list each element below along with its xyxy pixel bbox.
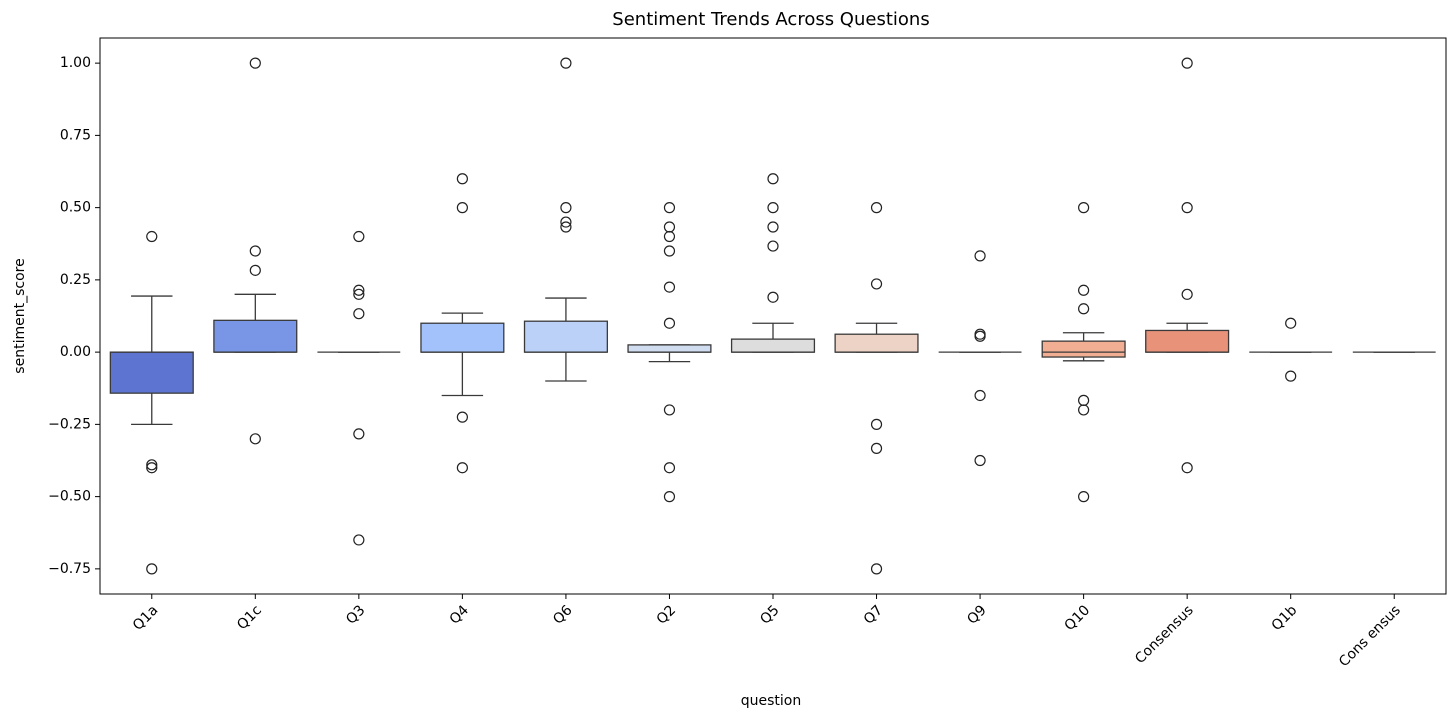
outlier	[870, 442, 883, 454]
outlier	[456, 411, 468, 423]
x-axis-label: question	[741, 693, 801, 709]
outlier	[353, 288, 365, 300]
plot-frame	[99, 37, 1447, 595]
outlier	[663, 245, 676, 257]
x-tick-label: Cons ensus	[1336, 602, 1404, 670]
y-tick-label: 0.75	[60, 127, 91, 143]
outlier	[1078, 202, 1090, 214]
box	[523, 320, 608, 353]
outlier	[1078, 491, 1090, 503]
outlier	[353, 284, 365, 296]
x-tick-label: Q4	[447, 602, 472, 627]
outlier	[1285, 317, 1297, 329]
outlier	[974, 250, 986, 262]
x-tick-label: Q7	[861, 602, 886, 627]
y-axis-label: sentiment_score	[12, 258, 28, 373]
box	[730, 338, 816, 353]
outlier	[767, 221, 779, 233]
outlier	[663, 281, 676, 293]
outlier	[974, 389, 986, 402]
box	[109, 351, 194, 394]
outlier	[663, 404, 676, 416]
y-tick-label: 1.00	[60, 55, 91, 71]
outlier	[1181, 288, 1193, 300]
outlier	[146, 563, 158, 575]
outlier	[663, 317, 676, 329]
outlier	[249, 245, 261, 257]
outlier	[767, 240, 779, 252]
outlier	[456, 462, 468, 474]
outlier	[870, 563, 883, 575]
outlier	[353, 534, 365, 546]
outlier	[1181, 202, 1193, 214]
outlier	[663, 491, 676, 503]
outlier	[146, 462, 158, 474]
y-tick-label: 0.00	[60, 344, 91, 360]
x-tick-label: Consensus	[1132, 602, 1197, 667]
outlier	[560, 57, 572, 69]
x-tick-label: Q2	[654, 602, 679, 627]
outlier	[870, 418, 883, 430]
outlier	[249, 57, 261, 69]
y-tick-label: −0.75	[48, 561, 91, 577]
outlier	[146, 459, 158, 471]
x-tick-label: Q1c	[234, 602, 265, 633]
x-tick-label: Q6	[550, 602, 575, 627]
outlier	[456, 202, 468, 214]
y-tick-label: 0.25	[60, 272, 91, 288]
outlier	[560, 202, 572, 214]
outlier	[870, 202, 883, 214]
outlier	[1078, 303, 1090, 315]
y-tick-label: −0.25	[48, 416, 91, 432]
outlier	[767, 173, 779, 185]
y-tick-label: −0.50	[48, 489, 91, 505]
outlier	[767, 291, 779, 303]
box	[420, 322, 505, 353]
outlier	[663, 202, 676, 214]
x-tick-label: Q5	[757, 602, 782, 627]
x-tick-label: Q1a	[130, 602, 161, 633]
outlier	[1181, 462, 1193, 474]
chart-title: Sentiment Trends Across Questions	[612, 9, 929, 30]
outlier	[767, 202, 779, 214]
outlier	[146, 230, 158, 243]
outlier	[249, 264, 261, 276]
x-tick-label: Q3	[343, 602, 368, 627]
y-tick-label: 0.50	[60, 200, 91, 216]
outlier	[870, 278, 883, 290]
box	[1145, 329, 1230, 353]
outlier	[1078, 404, 1090, 416]
outlier	[560, 221, 572, 233]
outlier	[249, 433, 261, 445]
outlier	[1285, 370, 1297, 382]
outlier	[353, 230, 365, 243]
outlier	[974, 330, 986, 342]
x-tick-label: Q10	[1062, 602, 1094, 634]
outlier	[456, 173, 468, 185]
x-tick-label: Q9	[964, 602, 989, 627]
outlier	[1181, 57, 1193, 69]
outlier	[353, 428, 365, 440]
outlier	[1078, 284, 1090, 296]
x-tick-label: Q1b	[1269, 602, 1301, 634]
outlier	[974, 454, 986, 467]
outlier	[663, 462, 676, 474]
box	[213, 319, 298, 353]
box	[834, 333, 919, 353]
outlier	[663, 230, 676, 243]
box	[627, 344, 712, 353]
outlier	[353, 308, 365, 320]
box	[1041, 340, 1126, 358]
outlier	[560, 216, 572, 228]
outlier	[1078, 394, 1090, 406]
outlier	[663, 221, 676, 233]
